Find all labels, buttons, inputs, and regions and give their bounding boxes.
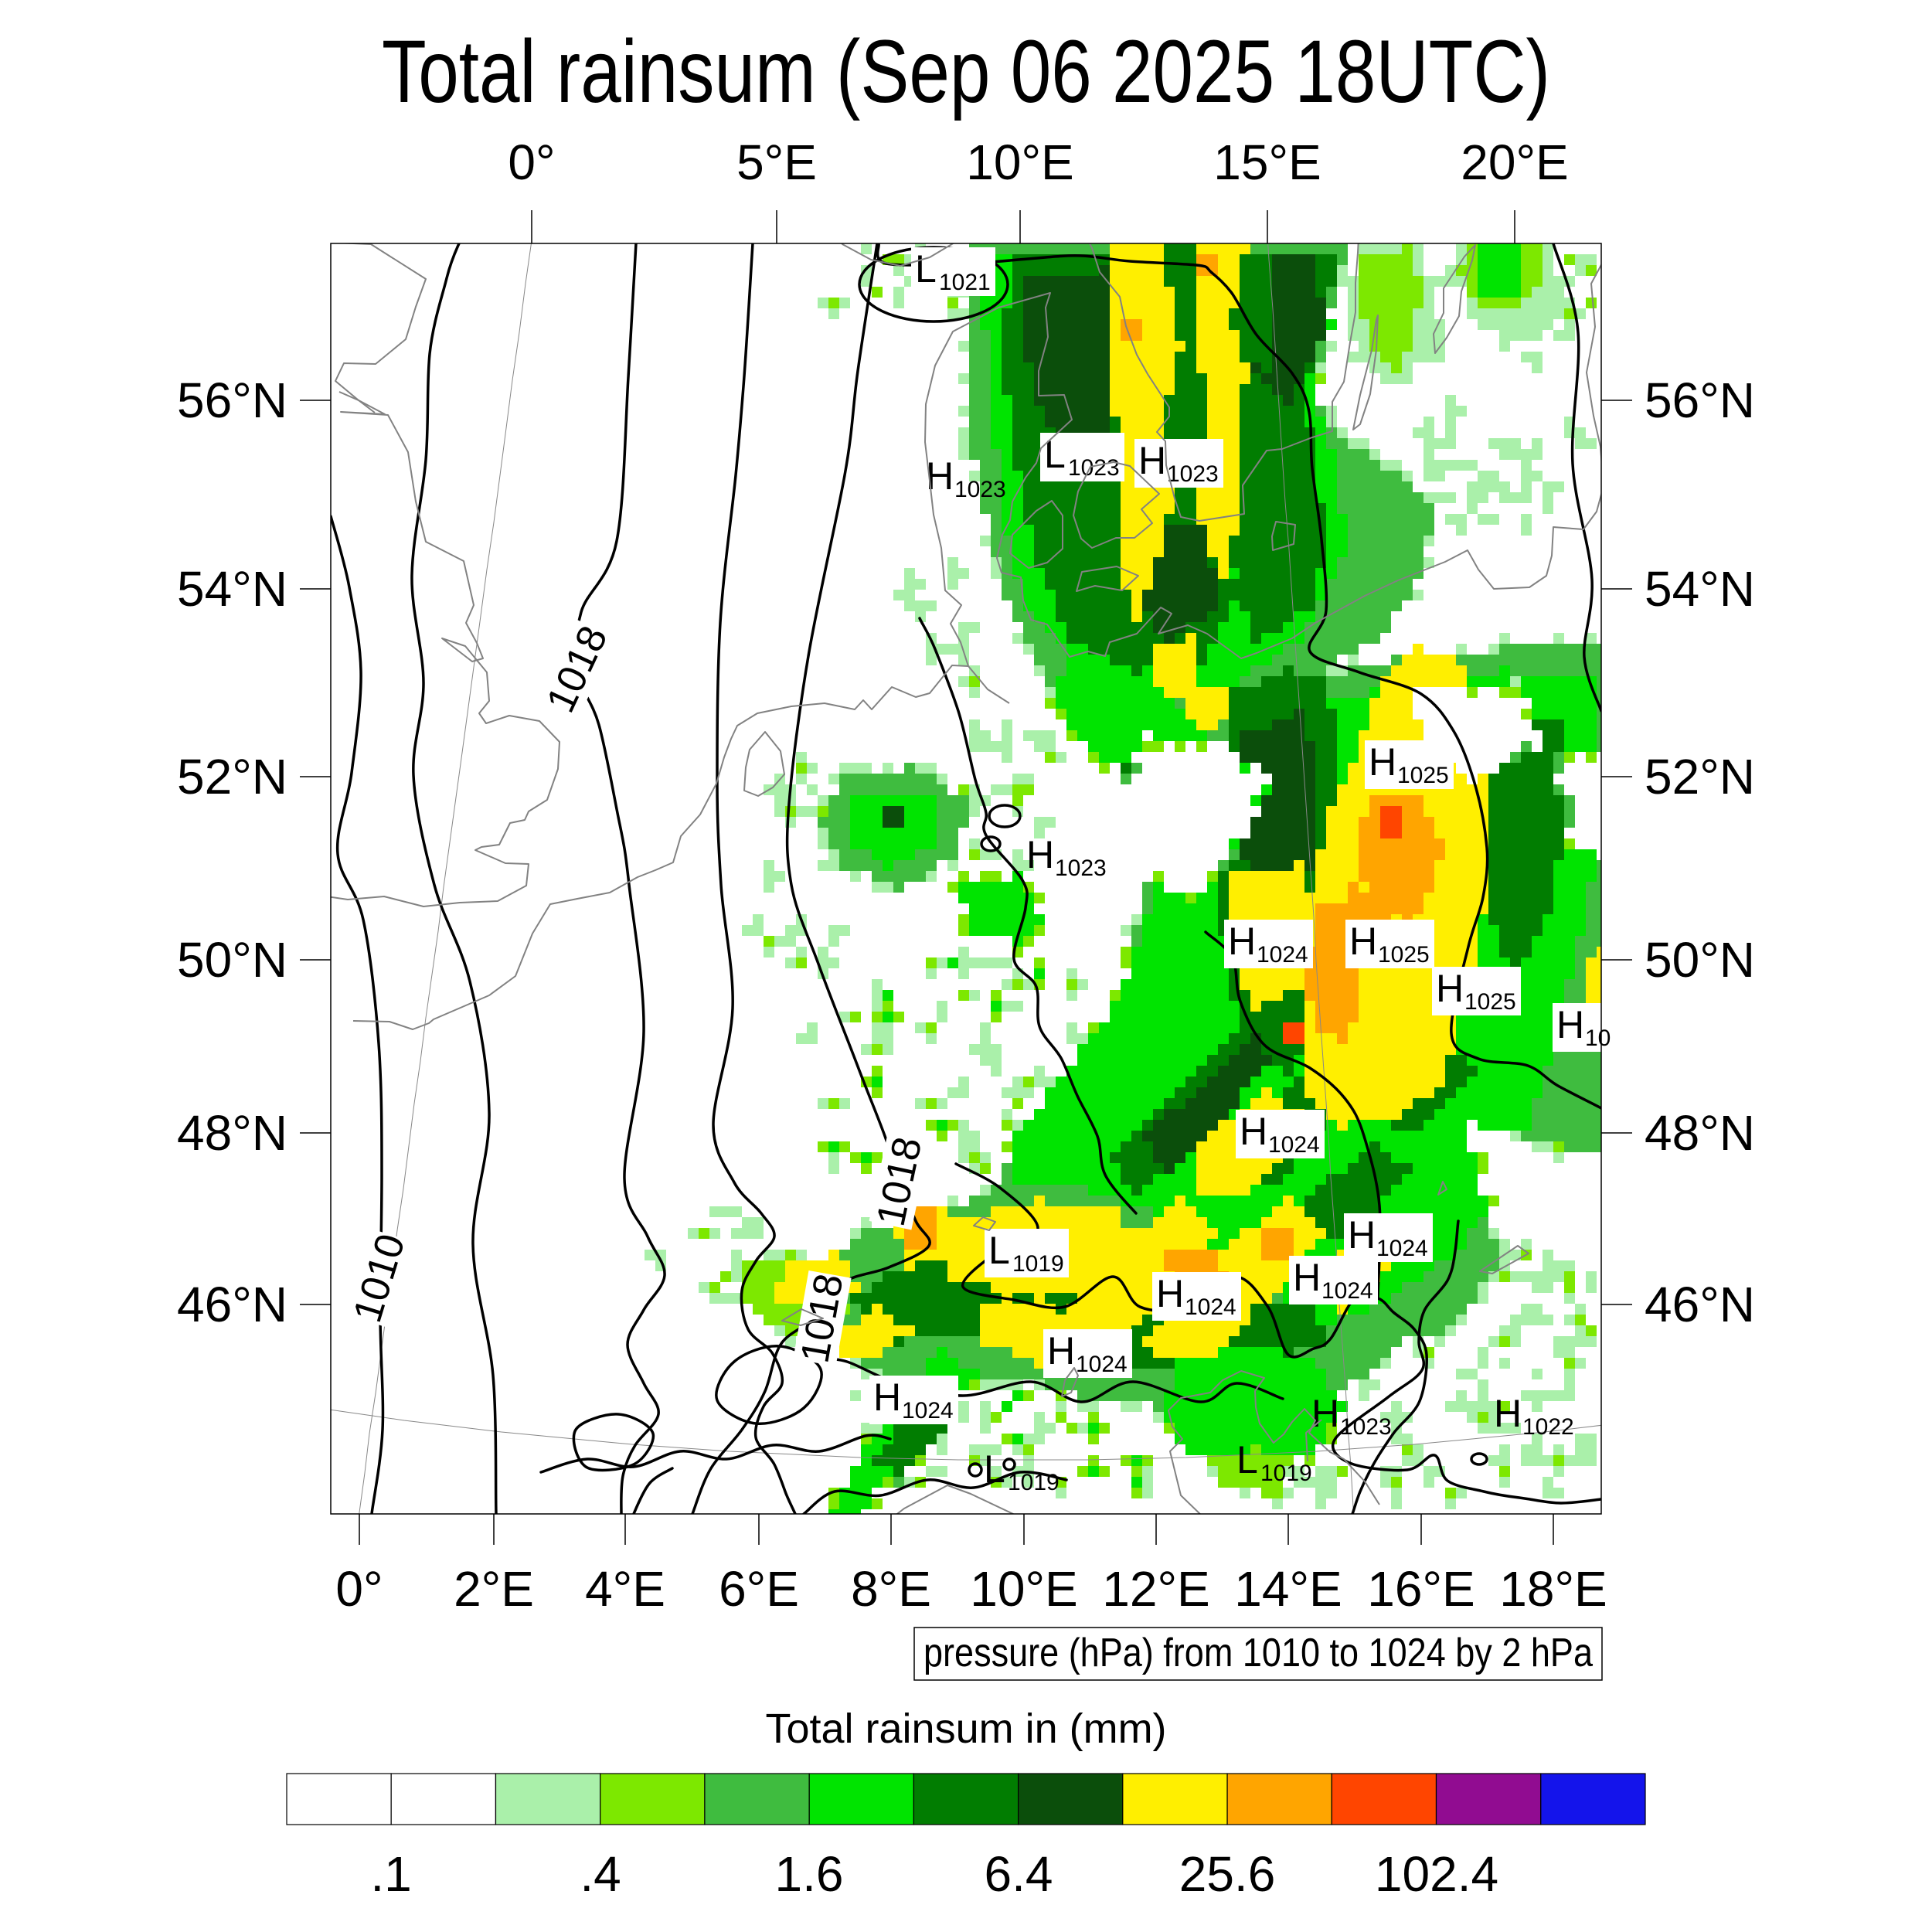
svg-text:12°E: 12°E <box>1102 1561 1209 1617</box>
svg-text:1024: 1024 <box>1268 1132 1320 1158</box>
svg-text:H: H <box>1311 1392 1339 1435</box>
svg-text:H: H <box>1047 1329 1075 1372</box>
svg-text:50°N: 50°N <box>177 932 287 988</box>
svg-text:1023: 1023 <box>954 477 1006 502</box>
svg-text:1023: 1023 <box>1340 1414 1392 1440</box>
svg-text:54°N: 54°N <box>177 561 287 617</box>
svg-text:L: L <box>915 247 937 291</box>
svg-text:54°N: 54°N <box>1645 561 1755 617</box>
svg-text:18°E: 18°E <box>1499 1561 1607 1617</box>
svg-text:1025: 1025 <box>1464 989 1516 1015</box>
svg-text:20°E: 20°E <box>1461 134 1568 190</box>
svg-text:H: H <box>1138 439 1166 482</box>
svg-text:H: H <box>1556 1003 1584 1046</box>
svg-text:6.4: 6.4 <box>985 1846 1053 1902</box>
svg-text:5°E: 5°E <box>736 134 817 190</box>
svg-text:H: H <box>1228 920 1256 963</box>
svg-text:.4: .4 <box>580 1846 621 1902</box>
svg-text:1024: 1024 <box>1376 1236 1428 1261</box>
svg-text:H: H <box>1348 1213 1376 1257</box>
svg-text:48°N: 48°N <box>1645 1105 1755 1161</box>
svg-text:L: L <box>984 1447 1005 1491</box>
svg-text:1021: 1021 <box>939 270 991 295</box>
svg-text:14°E: 14°E <box>1234 1561 1342 1617</box>
svg-text:46°N: 46°N <box>177 1277 287 1332</box>
svg-text:H: H <box>1369 740 1396 784</box>
svg-text:1023: 1023 <box>1068 455 1120 481</box>
svg-text:1019: 1019 <box>1008 1470 1060 1495</box>
svg-text:1019: 1019 <box>1260 1461 1312 1486</box>
svg-text:0°: 0° <box>508 134 555 190</box>
svg-text:50°N: 50°N <box>1645 932 1755 988</box>
svg-text:H: H <box>873 1376 901 1419</box>
svg-text:16°E: 16°E <box>1367 1561 1475 1617</box>
svg-text:8°E: 8°E <box>851 1561 931 1617</box>
svg-text:H: H <box>1156 1272 1184 1315</box>
svg-text:6°E: 6°E <box>719 1561 799 1617</box>
svg-text:L: L <box>988 1229 1010 1272</box>
svg-text:1024: 1024 <box>902 1398 954 1423</box>
svg-text:L: L <box>1044 433 1066 476</box>
svg-text:4°E: 4°E <box>585 1561 665 1617</box>
svg-text:1025: 1025 <box>1397 763 1449 788</box>
svg-text:H: H <box>1293 1256 1321 1299</box>
svg-text:1022: 1022 <box>1522 1414 1574 1440</box>
svg-text:48°N: 48°N <box>177 1105 287 1161</box>
svg-text:H: H <box>1240 1110 1267 1153</box>
svg-text:pressure (hPa) from 1010 to 10: pressure (hPa) from 1010 to 1024 by 2 hP… <box>923 1631 1593 1675</box>
svg-text:Total rainsum in (mm): Total rainsum in (mm) <box>765 1706 1166 1752</box>
svg-text:1024: 1024 <box>1321 1278 1373 1304</box>
svg-text:H: H <box>1494 1392 1522 1435</box>
svg-text:25.6: 25.6 <box>1179 1846 1276 1902</box>
svg-text:1024: 1024 <box>1076 1352 1128 1377</box>
svg-text:10°E: 10°E <box>970 1561 1077 1617</box>
svg-text:Total rainsum (Sep 06 2025 18U: Total rainsum (Sep 06 2025 18UTC) <box>382 22 1550 121</box>
svg-text:10: 10 <box>1585 1026 1611 1051</box>
svg-text:1025: 1025 <box>1378 942 1430 968</box>
svg-text:56°N: 56°N <box>1645 372 1755 428</box>
svg-text:1024: 1024 <box>1257 942 1308 968</box>
svg-text:1023: 1023 <box>1167 461 1219 487</box>
svg-text:46°N: 46°N <box>1645 1277 1755 1332</box>
svg-text:H: H <box>1349 920 1377 963</box>
svg-text:1019: 1019 <box>1012 1251 1064 1277</box>
svg-text:H: H <box>926 454 954 498</box>
svg-text:52°N: 52°N <box>1645 749 1755 804</box>
svg-text:H: H <box>1026 833 1054 876</box>
svg-text:L: L <box>1236 1438 1258 1481</box>
svg-text:102.4: 102.4 <box>1375 1846 1498 1902</box>
svg-text:1023: 1023 <box>1055 855 1107 881</box>
svg-text:0°: 0° <box>335 1561 383 1617</box>
svg-text:2°E: 2°E <box>454 1561 534 1617</box>
svg-text:1.6: 1.6 <box>775 1846 844 1902</box>
svg-text:56°N: 56°N <box>177 372 287 428</box>
svg-text:1024: 1024 <box>1185 1294 1236 1320</box>
svg-text:15°E: 15°E <box>1213 134 1321 190</box>
svg-text:52°N: 52°N <box>177 749 287 804</box>
svg-text:H: H <box>1436 967 1464 1010</box>
svg-text:10°E: 10°E <box>966 134 1073 190</box>
svg-text:.1: .1 <box>370 1846 411 1902</box>
